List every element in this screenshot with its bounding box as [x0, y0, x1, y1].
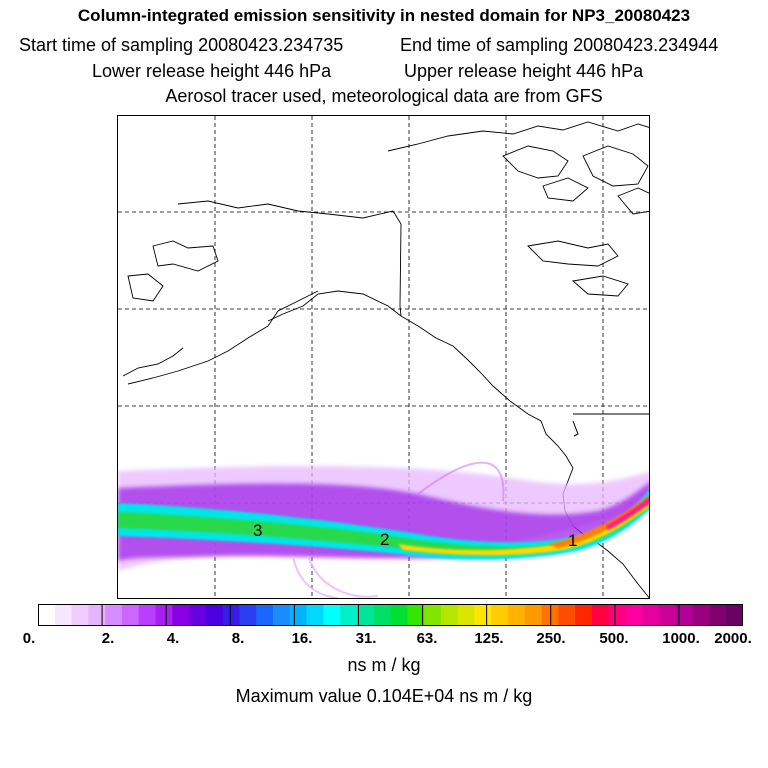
colorbar-swatch [289, 604, 308, 626]
colorbar-swatch [239, 604, 257, 626]
colorbar-tick-label: 31. [355, 630, 377, 647]
colorbar-swatch [608, 604, 627, 626]
colorbar-swatch [373, 604, 392, 626]
colorbar-swatch [474, 604, 492, 626]
colorbar-tick-label: 0. [22, 630, 36, 647]
plume-position-labels: 3 2 1 [253, 521, 577, 550]
colorbar-swatch [222, 604, 241, 626]
colorbar-tick-label: 8. [231, 630, 245, 647]
plume-label-2: 2 [380, 530, 389, 549]
colorbar-swatch [692, 604, 711, 626]
colorbar-tick-label: 1000. [662, 630, 700, 647]
colorbar [38, 604, 743, 626]
emission-plume [118, 461, 649, 598]
colorbar-tick-label: 250. [536, 630, 566, 647]
colorbar-swatch [390, 604, 408, 626]
colorbar-tick-label: 16. [291, 630, 313, 647]
colorbar-swatch [256, 604, 274, 626]
colorbar-swatch [172, 604, 190, 626]
colorbar-swatch [558, 604, 576, 626]
colorbar-swatch [424, 604, 442, 626]
colorbar-tick-label: 500. [599, 630, 629, 647]
colorbar-swatch [340, 604, 358, 626]
colorbar-tick-label: 125. [474, 630, 504, 647]
colorbar-swatch [54, 604, 73, 626]
lower-release-text: Lower release height 446 hPa [92, 61, 332, 81]
colorbar-swatch [306, 604, 324, 626]
plume-lower-loop [292, 555, 379, 598]
colorbar-swatch [508, 604, 526, 626]
colorbar-swatch [642, 604, 660, 626]
map-panel: 3 2 1 [117, 115, 650, 599]
start-sampling-text: Start time of sampling 20080423.234735 [19, 35, 344, 55]
plume-upper-arc [417, 461, 505, 502]
colorbar-swatch [524, 604, 543, 626]
colorbar-units: ns m / kg [347, 655, 421, 675]
end-sampling-text: End time of sampling 20080423.234944 [400, 35, 719, 55]
colorbar-swatch [625, 604, 643, 626]
colorbar-swatch [675, 604, 694, 626]
colorbar-swatch [121, 604, 140, 626]
colorbar-swatch [575, 604, 593, 626]
colorbar-swatch [38, 604, 56, 626]
plume-label-3: 3 [253, 521, 262, 540]
colorbar-tick-label: 63. [416, 630, 438, 647]
plume-magenta-core [606, 497, 649, 530]
map-svg: 3 2 1 [118, 116, 649, 598]
colorbar-swatch [659, 604, 677, 626]
upper-release-text: Upper release height 446 hPa [404, 61, 644, 81]
colorbar-swatch [709, 604, 727, 626]
plume-label-1: 1 [568, 531, 577, 550]
colorbar-swatch [273, 604, 291, 626]
receptor-site-marker [572, 420, 579, 437]
colorbar-swatch [138, 604, 157, 626]
maximum-value-text: Maximum value 0.104E+04 ns m / kg [235, 686, 533, 706]
plume-orange-core [548, 495, 649, 548]
colorbar-swatch [356, 604, 375, 626]
colorbar-swatch [407, 604, 425, 626]
colorbar-tick-label: 4. [166, 630, 180, 647]
tracer-info-text: Aerosol tracer used, meteorological data… [165, 86, 603, 106]
colorbar-tick-label: 2000. [714, 630, 752, 647]
plume-yellow-core [398, 499, 649, 556]
colorbar-swatch [591, 604, 610, 626]
map-title: Column-integrated emission sensitivity i… [77, 6, 691, 25]
colorbar-swatch [726, 604, 743, 626]
colorbar-swatch [105, 604, 123, 626]
colorbar-swatch [323, 604, 341, 626]
colorbar-swatch [189, 604, 207, 626]
colorbar-border [38, 604, 743, 626]
colorbar-swatch [491, 604, 509, 626]
colorbar-swatch [457, 604, 476, 626]
colorbar-swatch [205, 604, 224, 626]
colorbar-swatch [88, 604, 106, 626]
plume-green-band [118, 498, 649, 554]
colorbar-tick-label: 2. [101, 630, 115, 647]
colorbar-swatch [440, 604, 459, 626]
plume-cyan-band [118, 490, 649, 560]
colorbar-swatch [155, 604, 173, 626]
colorbar-swatch [71, 604, 89, 626]
